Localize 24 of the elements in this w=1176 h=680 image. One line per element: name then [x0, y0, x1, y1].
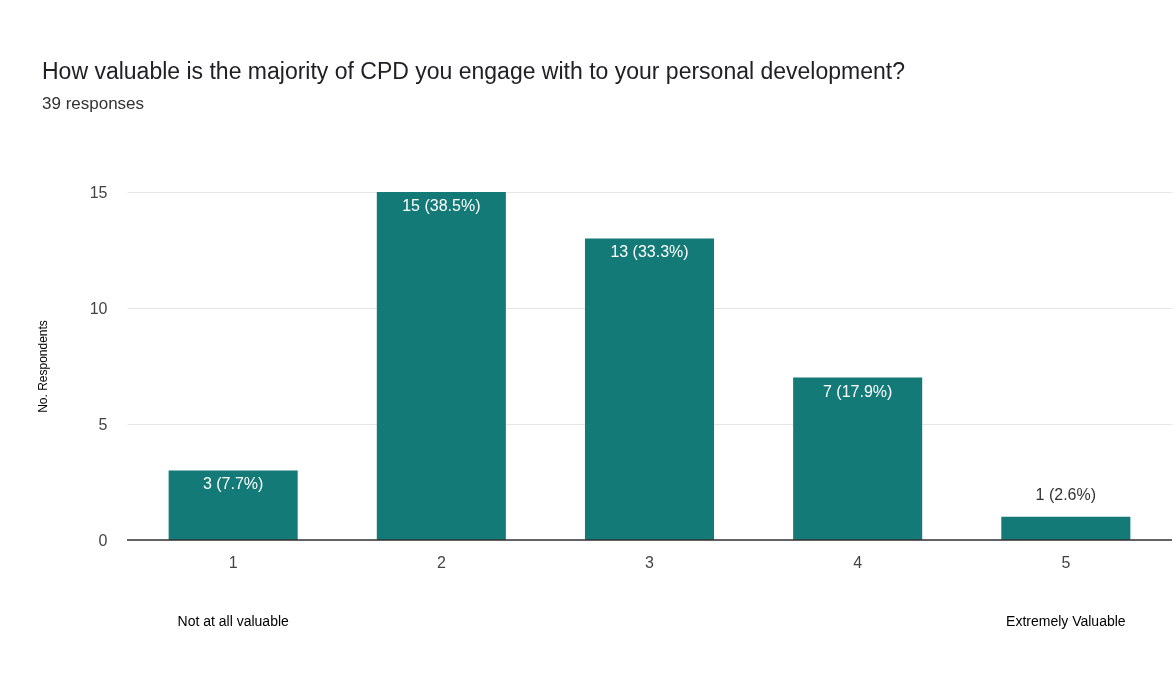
bar	[1001, 516, 1131, 540]
bar	[793, 377, 923, 540]
y-tick-label: 5	[98, 415, 108, 433]
x-tick-label: 4	[853, 553, 863, 571]
x-tick-label: 1	[228, 553, 238, 571]
chart-subtitle: 39 responses	[42, 94, 145, 113]
bar	[376, 192, 506, 540]
data-label: 15 (38.5%)	[402, 197, 481, 214]
y-tick-label: 0	[98, 531, 108, 549]
text: Not at all valuable	[177, 613, 290, 629]
x-tick-label: 3	[645, 553, 655, 571]
data-label: 13 (33.3%)	[610, 243, 689, 261]
data-label: 7 (17.9%)	[822, 382, 893, 400]
data-label: 1 (2.6%)	[1035, 485, 1097, 503]
x-tick-label: 2	[436, 553, 446, 571]
chart-title: How valuable is the majority of CPD you engage with to your personal development?	[42, 58, 905, 84]
bar	[584, 238, 715, 540]
data-label: 3 (7.7%)	[202, 475, 264, 493]
bar	[168, 470, 298, 540]
text: Extremely Valuable	[1006, 613, 1126, 629]
y-axis-title: No. Respondents	[35, 320, 50, 413]
y-tick-label: 15	[89, 183, 108, 201]
y-tick-label: 10	[89, 299, 108, 317]
x-tick-label: 5	[1061, 553, 1071, 571]
